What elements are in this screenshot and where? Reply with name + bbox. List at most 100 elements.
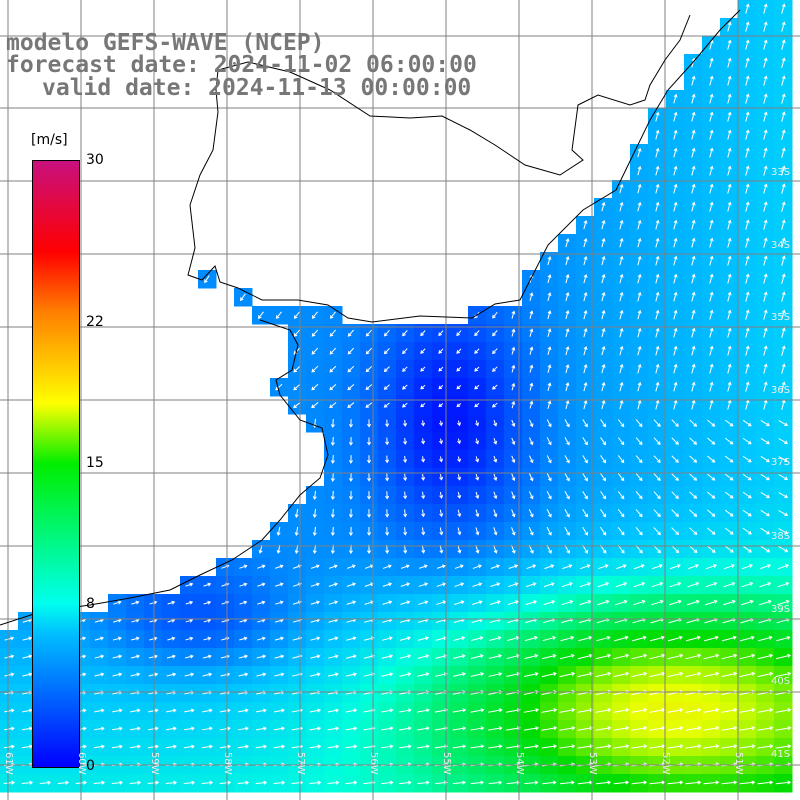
lat-label: 40S [771,676,791,687]
lon-label: 59W [149,752,160,775]
wind-arrow [347,329,354,337]
wind-arrow [689,437,698,445]
wind-arrow [601,273,606,284]
wind-arrow [673,381,678,392]
wind-arrow [367,509,372,518]
wind-arrow [760,527,771,535]
wind-arrow [345,744,358,749]
wind-arrow [564,419,570,428]
wind-arrow [637,399,642,410]
wind-arrow [685,671,702,678]
wind-arrow [724,455,734,463]
wind-arrow [667,708,684,713]
wind-arrow [525,600,538,606]
wind-arrow [600,419,606,428]
wind-arrow [582,455,588,464]
wind-arrow [595,671,612,678]
wind-arrow [565,238,570,248]
wind-arrow [4,726,15,731]
wind-arrow [775,744,792,749]
wind-arrow [4,636,15,641]
lon-label: 51W [733,752,744,775]
wind-arrow [691,147,696,158]
wind-arrow [547,292,552,302]
wind-arrow [673,345,678,356]
wind-arrow [739,726,756,731]
title-forecast-date: forecast date: 2024-11-02 06:00:00 [6,52,477,78]
wind-arrow [781,111,786,122]
wind-arrow [595,653,612,660]
wind-arrow [649,635,665,642]
wind-arrow [600,473,607,482]
wind-arrow [655,201,660,212]
wind-arrow [600,509,607,518]
wind-arrow [597,599,610,606]
wind-arrow [601,201,606,212]
wind-arrow [721,744,738,749]
wind-arrow [635,437,643,446]
legend-tick-label: 30 [86,152,104,168]
wind-arrow [757,708,774,713]
wind-arrow [727,363,732,374]
wind-arrow [673,309,678,320]
wind-arrow [619,237,624,248]
wind-arrow [400,564,410,569]
wind-arrow [673,291,678,302]
legend-tick-label: 15 [86,455,104,471]
legend-unit: [m/s] [31,132,68,148]
wind-arrow [94,708,105,713]
wind-arrow [547,256,552,266]
wind-arrow [635,473,643,482]
wind-arrow [112,672,123,677]
wind-arrow [312,526,317,537]
wind-arrow [94,636,105,641]
wind-arrow [633,564,645,570]
wind-arrow [763,327,768,338]
wind-arrow [564,526,570,536]
wind-arrow [348,455,353,464]
wind-arrow [383,348,390,355]
wind-arrow [760,545,771,553]
wind-arrow [727,201,732,212]
wind-arrow [434,780,448,785]
wind-arrow [763,21,768,32]
wind-arrow [256,636,266,641]
wind-arrow [619,327,624,338]
lon-label: 53W [587,752,598,775]
wind-arrow [202,672,213,677]
wind-arrow [635,491,643,500]
wind-arrow [740,635,755,642]
wind-arrow [781,345,786,356]
wind-arrow [273,726,286,731]
wind-arrow [565,274,570,284]
wind-arrow [506,672,521,677]
wind-arrow [489,636,502,642]
wind-arrow [328,600,339,605]
wind-arrow [781,255,786,266]
wind-arrow [327,708,340,713]
wind-arrow [637,363,642,374]
wind-arrow [547,328,552,338]
wind-arrow [493,491,498,500]
wind-arrow [723,564,735,570]
wind-arrow [113,600,122,605]
wind-arrow [94,726,105,731]
wind-arrow [492,384,498,390]
wind-arrow [776,635,791,642]
wind-arrow [565,400,570,410]
wind-arrow [727,273,732,284]
wind-arrow [112,636,122,641]
wind-arrow [547,400,552,409]
wind-arrow [653,527,661,536]
wind-arrow [275,311,282,319]
wind-arrow [524,671,539,678]
wind-arrow [601,219,606,230]
wind-arrow [637,201,642,212]
wind-arrow [346,636,357,641]
wind-arrow [707,455,716,463]
wind-arrow [454,582,465,587]
wind-arrow [511,509,516,518]
wind-arrow [757,780,774,785]
wind-arrow [601,363,606,374]
wind-arrow [619,273,624,284]
